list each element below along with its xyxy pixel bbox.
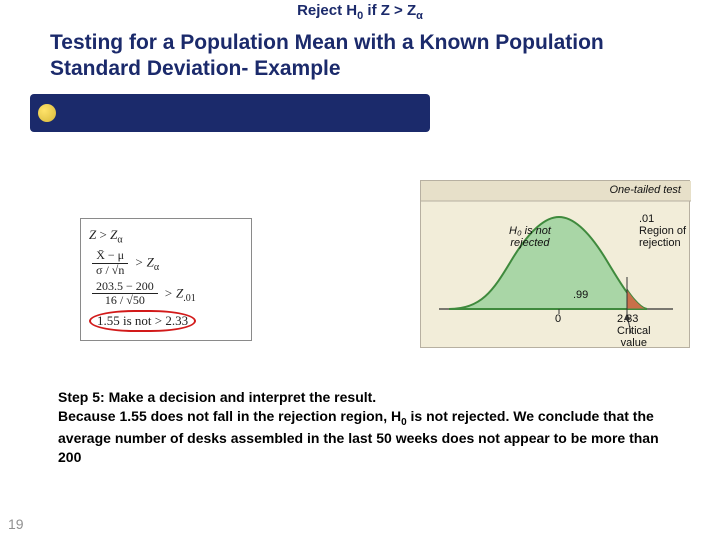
conclusion-block: Step 5: Make a decision and interpret th… [58,388,680,467]
slide-title: Testing for a Population Mean with a Kno… [50,30,670,83]
formula-row-1: Z > Zα [89,226,243,247]
f4-text: 1.55 is not > 2.33 [97,313,188,328]
formula-panel: Z > Zα X̄ − μ σ / √n > Zα 203.5 − 200 16… [80,218,252,341]
conclusion-step: Step 5: Make a decision and interpret th… [58,389,376,405]
decision-rule: Reject H0 if Z > Zα [0,2,720,22]
decision-rule-mid: if Z > Z [363,2,416,19]
distribution-diagram: One-tailed test H₀ is not rejected .01 R… [420,180,690,348]
decision-rule-sub2: α [416,10,423,22]
diagram-prob-left: .99 [573,289,588,301]
diagram-crit-label: Critical value [617,325,651,349]
slide-number: 19 [8,516,24,532]
title-underline-bar [30,94,430,132]
f2-sub: α [154,262,159,273]
formula-row-4: 1.55 is not > 2.33 [89,310,243,332]
conclusion-body1: Because 1.55 does not fall in the reject… [58,408,401,424]
f3-num: 203.5 − 200 [92,280,158,295]
f3-den: 16 / √50 [92,294,158,308]
f1-rhs-sub: α [117,235,122,246]
diagram-not-rejected-label: H₀ is not rejected [509,225,551,249]
result-highlight-oval: 1.55 is not > 2.33 [89,310,196,332]
decision-rule-prefix: Reject H [297,2,357,19]
formula-row-3: 203.5 − 200 16 / √50 > Z.01 [89,280,243,309]
formula-row-2: X̄ − μ σ / √n > Zα [89,249,243,278]
diagram-header-label: One-tailed test [609,184,681,196]
f2-num: X̄ − μ [92,249,128,264]
diagram-rejection-label: .01 Region of rejection [639,213,686,249]
diagram-zero-label: 0 [555,313,561,325]
diagram-crit-z: 2.33 [617,313,638,325]
f2-den: σ / √n [92,264,128,278]
f3-sub: .01 [183,293,196,304]
f1-cmp: > [99,227,110,242]
f1-lhs: Z [89,227,96,242]
f2-cmp: > Z [135,254,154,269]
f3-cmp: > Z [164,285,183,300]
title-bullet-icon [38,104,56,122]
